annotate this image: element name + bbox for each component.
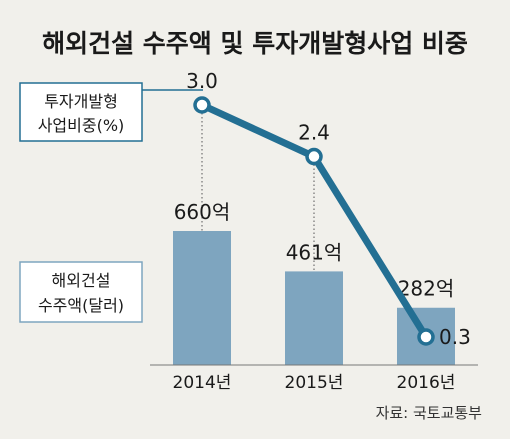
source-note: 자료: 국토교통부 — [376, 404, 483, 422]
bar-labels-layer: 660억 461억 282억 — [174, 200, 455, 301]
line-point-1 — [305, 147, 323, 166]
bar-value-label-2: 282억 — [398, 277, 455, 301]
x-tick-labels: 2014년 2015년 2016년 — [173, 373, 456, 393]
bar-0 — [173, 231, 231, 365]
legend-bar: 해외건설 수주액(달러) — [19, 261, 143, 323]
line-point-2 — [417, 328, 435, 346]
line-value-label-1: 2.4 — [298, 121, 330, 145]
x-tick-label-2: 2016년 — [397, 373, 456, 393]
legend-line-text-2: 사업비중(%) — [38, 116, 125, 135]
legend-line: 투자개발형 사업비중(%) — [19, 82, 203, 142]
leader-lines — [201, 113, 315, 272]
chart-title: 해외건설 수주액 및 투자개발형사업 비중 — [42, 29, 468, 58]
legend-bar-box — [19, 261, 143, 323]
bar-1 — [285, 271, 343, 365]
legend-bar-text-2: 수주액(달러) — [38, 296, 124, 315]
line-layer: 3.0 2.4 0.3 — [186, 69, 471, 349]
x-tick-label-1: 2015년 — [285, 373, 344, 393]
line-value-label-2: 0.3 — [439, 325, 471, 349]
line-point-0 — [193, 96, 211, 114]
bar-value-label-0: 660억 — [174, 200, 231, 224]
bar-value-label-1: 461억 — [286, 240, 343, 264]
line-value-label-0: 3.0 — [186, 69, 218, 93]
legend-line-text-1: 투자개발형 — [44, 92, 118, 111]
bars-layer — [173, 231, 455, 365]
x-tick-label-0: 2014년 — [173, 373, 232, 393]
legend-line-box — [19, 82, 143, 142]
legend-bar-text-1: 해외건설 — [52, 271, 111, 290]
